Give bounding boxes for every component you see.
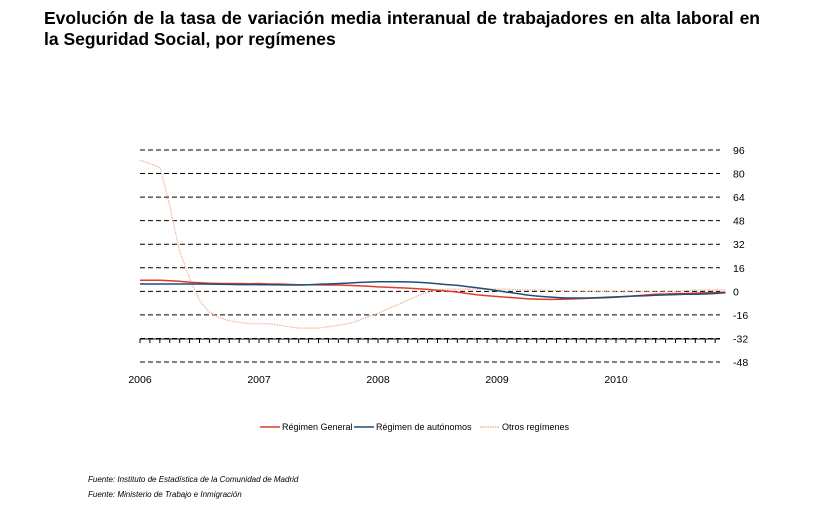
chart-title: Evolución de la tasa de variación media …: [44, 8, 760, 49]
x-tick-label: 2009: [485, 374, 509, 386]
x-axis: 2006 2007 2008 2009 2010: [128, 338, 720, 386]
series-line-2: [139, 159, 726, 329]
x-tick-label: 2008: [366, 374, 390, 386]
gridlines: 96 80 64 48 32 16 0 -16 -32 -48: [140, 145, 748, 369]
y-tick-label: 80: [733, 169, 745, 181]
y-tick-label: 64: [733, 192, 745, 204]
source-note-1: Fuente: Instituto de Estadística de la C…: [88, 475, 299, 484]
legend-label: Otros regímenes: [502, 422, 570, 432]
y-tick-label: 96: [733, 145, 745, 157]
x-tick-label: 2010: [604, 374, 628, 386]
series-lines: [139, 159, 726, 329]
legend-label: Régimen de autónomos: [376, 422, 472, 432]
y-tick-label: -48: [733, 357, 748, 369]
y-tick-label: 0: [733, 286, 739, 298]
y-tick-label: 32: [733, 239, 745, 251]
series-line-1: [140, 281, 726, 299]
legend-label: Régimen General: [282, 422, 353, 432]
y-tick-label: 16: [733, 263, 745, 275]
x-tick-label: 2006: [128, 374, 152, 386]
y-tick-label: -32: [733, 333, 748, 345]
source-note-2: Fuente: Ministerio de Trabajo e Inmigrac…: [88, 490, 242, 499]
y-tick-label: -16: [733, 310, 748, 322]
legend: Régimen General Régimen de autónomos Otros…: [260, 422, 570, 432]
x-tick-label: 2007: [247, 374, 271, 386]
y-tick-label: 48: [733, 216, 745, 228]
